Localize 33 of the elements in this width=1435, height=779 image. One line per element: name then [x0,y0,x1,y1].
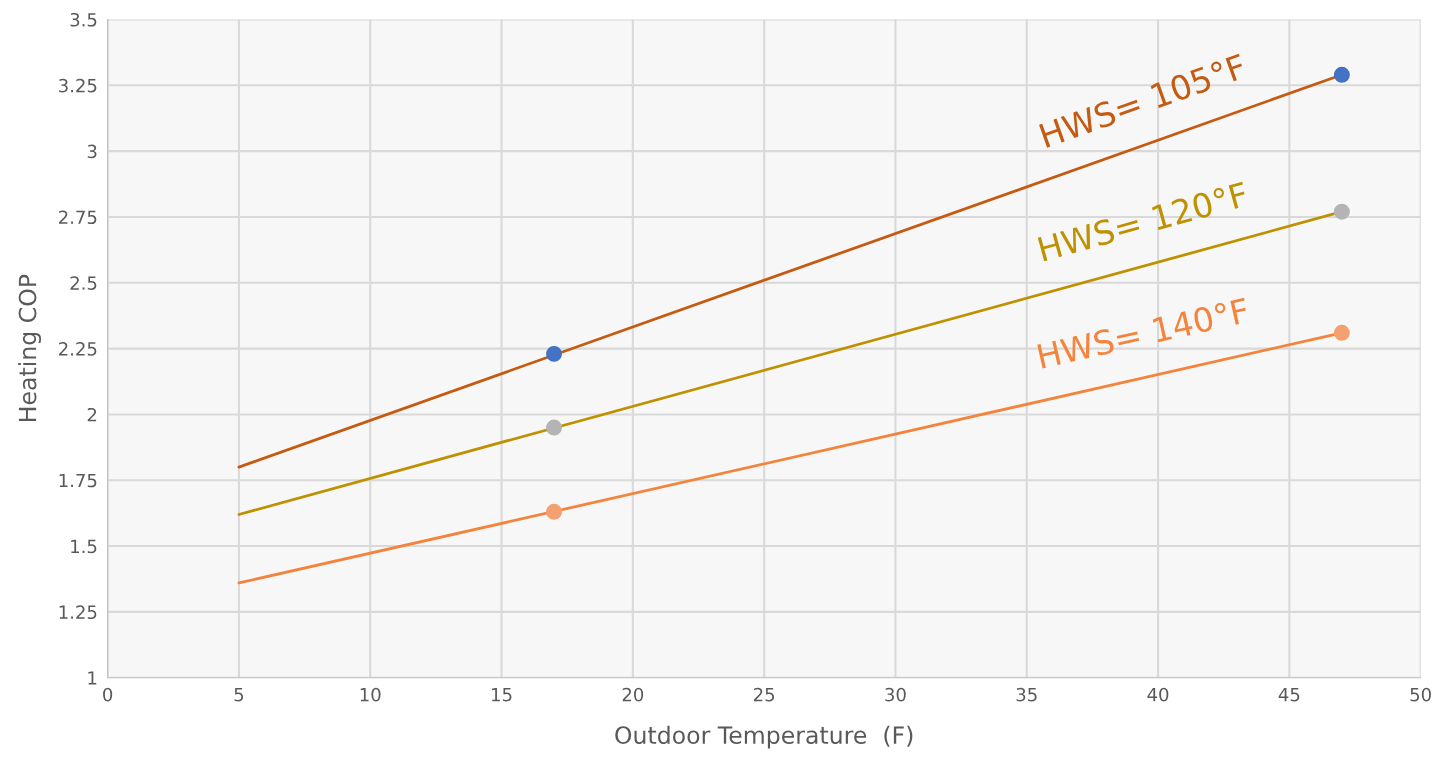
text: HWS= 140°F [1037,297,1250,369]
y-tick-label: 1.5 [71,539,97,554]
point [546,503,563,520]
y-tick-label: 3 [87,144,97,159]
x-tick-label: 0 [103,687,113,702]
point [1333,203,1350,220]
x-tick-label: 10 [360,687,381,702]
x-tick-label: 35 [1016,687,1037,702]
y-tick-label: 1 [88,671,97,685]
x-tick-label: 50 [1410,687,1431,702]
y-tick-label: 1.25 [59,605,97,620]
y-tick-label: 3.25 [59,78,97,93]
point [546,345,563,362]
x-tick-label: 45 [1278,688,1300,702]
y-tick-label: 2.75 [59,210,97,225]
point [546,419,563,436]
x-tick-label: 15 [492,688,512,702]
x-tick-label: 20 [622,687,644,702]
y-tick-label: 2 [87,407,97,422]
y-tick-label: 1.75 [59,473,97,488]
y-tick-label: 3.5 [70,12,97,27]
text: HWS= 105°F [1038,53,1248,149]
point [1333,324,1350,341]
y-tick-label: 2.25 [59,342,97,356]
y-tick-label: 2.5 [70,276,97,290]
point [1333,66,1350,83]
x-tick-label: 5 [234,688,244,702]
x-axis-title: Outdoor Temperature (F) [615,725,913,749]
y-axis-title: Heating COP [18,274,42,421]
text: HWS= 120°F [1037,181,1249,262]
x-tick-label: 40 [1147,687,1169,702]
x-tick-label: 25 [753,687,775,702]
x-tick-label: 30 [885,687,906,702]
